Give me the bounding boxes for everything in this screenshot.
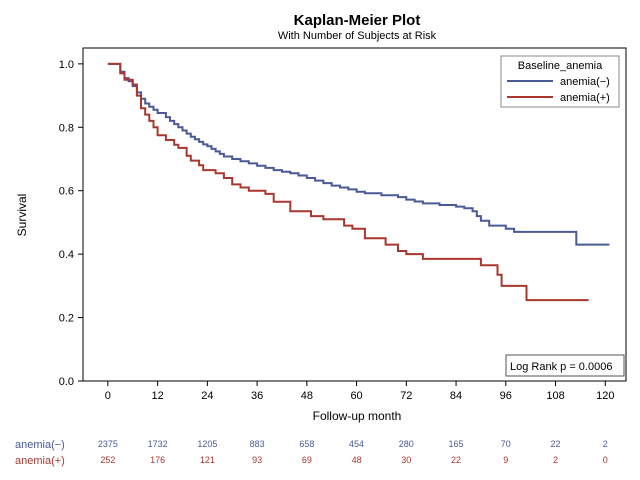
survival-curve-anemia-pos	[107, 62, 589, 302]
y-axis: 0.0 0.2 0.4 0.6 0.8 1.0	[59, 59, 83, 388]
legend: Baseline_anemia anemia(−) anemia(+)	[500, 55, 620, 108]
y-tick-label: 0.6	[59, 186, 74, 198]
risk-count: 22	[451, 455, 461, 465]
survival-curve-anemia-neg	[107, 62, 610, 246]
y-tick-label: 0.0	[59, 376, 74, 388]
risk-count: 70	[501, 439, 511, 449]
y-axis-label: Survival	[15, 194, 29, 237]
x-axis-label: Follow-up month	[313, 409, 402, 423]
y-tick-label: 1.0	[59, 59, 74, 71]
y-tick-label: 0.2	[59, 313, 74, 325]
risk-table: anemia(−) anemia(+) 2375 1732 1205 883 658 45…	[15, 439, 608, 467]
logrank-clip: Log Rank p = 0.0006	[510, 361, 612, 373]
risk-count: 658	[299, 439, 314, 449]
survival-curves	[107, 62, 610, 302]
x-tick-label: 60	[350, 390, 362, 402]
logrank-annotation: Log Rank p = 0.0006	[505, 354, 625, 377]
risk-count: 9	[503, 455, 508, 465]
y-tick-label: 0.8	[59, 122, 74, 134]
risk-count: 30	[401, 455, 411, 465]
chart-subtitle: With Number of Subjects at Risk	[278, 30, 437, 42]
x-axis: 0 12 24 36 48 60 72 84 96 108 120	[105, 381, 614, 402]
risk-count: 2	[553, 455, 558, 465]
legend-title: Baseline_anemia	[518, 60, 603, 72]
x-tick-label: 0	[105, 390, 111, 402]
risk-count: 176	[150, 455, 165, 465]
risk-count: 2375	[98, 439, 118, 449]
risk-count: 883	[250, 439, 265, 449]
risk-count: 1205	[197, 439, 217, 449]
x-tick-label: 72	[400, 390, 412, 402]
x-tick-label: 84	[450, 390, 462, 402]
risk-count: 48	[352, 455, 362, 465]
risk-row-label-anemia-pos: anemia(+)	[15, 455, 65, 467]
risk-row-label-anemia-neg: anemia(−)	[15, 439, 65, 451]
risk-count: 165	[449, 439, 464, 449]
risk-count: 2	[603, 439, 608, 449]
legend-label-anemia-pos: anemia(+)	[560, 92, 610, 104]
risk-count: 93	[252, 455, 262, 465]
risk-count: 0	[603, 455, 608, 465]
logrank-box	[505, 354, 625, 377]
risk-count: 1732	[148, 439, 168, 449]
risk-count: 69	[302, 455, 312, 465]
x-tick-label: 24	[201, 390, 213, 402]
chart-title: Kaplan-Meier Plot	[294, 12, 421, 29]
x-tick-label: 48	[301, 390, 313, 402]
risk-count: 22	[551, 439, 561, 449]
risk-count: 121	[200, 455, 215, 465]
x-tick-label: 120	[596, 390, 614, 402]
y-tick-label: 0.4	[59, 249, 74, 261]
risk-count: 252	[100, 455, 115, 465]
x-tick-label: 108	[546, 390, 564, 402]
risk-count: 280	[399, 439, 414, 449]
x-tick-label: 12	[151, 390, 163, 402]
legend-label-anemia-neg: anemia(−)	[560, 76, 610, 88]
risk-count: 454	[349, 439, 364, 449]
x-tick-label: 96	[500, 390, 512, 402]
x-tick-label: 36	[251, 390, 263, 402]
logrank-text: Log Rank p = 0.0006	[510, 361, 612, 373]
